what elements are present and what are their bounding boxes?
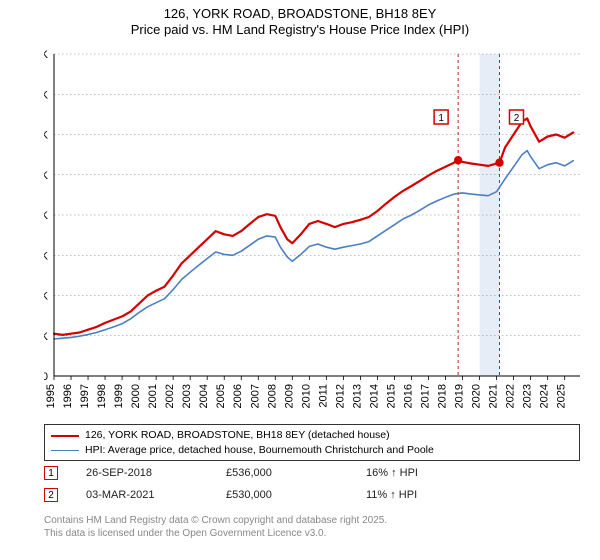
- sale-date: 03-MAR-2021: [86, 489, 226, 501]
- sale-marker-icon: 2: [44, 488, 58, 502]
- legend-row: 126, YORK ROAD, BROADSTONE, BH18 8EY (de…: [51, 428, 573, 443]
- price-chart: 1 2 £0 £100K £200K £300K £400K £500K £600K £700K…: [44, 50, 584, 410]
- title-line-2: Price paid vs. HM Land Registry's House …: [0, 22, 600, 38]
- svg-text:2018: 2018: [437, 384, 449, 408]
- title-line-1: 126, YORK ROAD, BROADSTONE, BH18 8EY: [0, 6, 600, 22]
- svg-text:2017: 2017: [419, 384, 431, 408]
- svg-text:1999: 1999: [113, 384, 125, 408]
- svg-text:2003: 2003: [181, 384, 193, 408]
- svg-text:£0: £0: [44, 371, 48, 383]
- svg-text:2010: 2010: [300, 384, 312, 408]
- svg-text:2011: 2011: [317, 384, 329, 408]
- svg-text:2015: 2015: [385, 384, 397, 408]
- svg-text:2023: 2023: [522, 384, 534, 408]
- sale-row: 2 03-MAR-2021 £530,000 11% ↑ HPI: [44, 484, 580, 506]
- svg-text:2016: 2016: [402, 384, 414, 408]
- svg-text:£600K: £600K: [44, 130, 49, 142]
- svg-text:£500K: £500K: [44, 170, 49, 182]
- sale-marker-icon: 1: [44, 466, 58, 480]
- footer-line: This data is licensed under the Open Gov…: [44, 527, 387, 540]
- footer-attribution: Contains HM Land Registry data © Crown c…: [44, 514, 387, 540]
- svg-text:2008: 2008: [266, 384, 278, 408]
- svg-text:2022: 2022: [505, 384, 517, 408]
- svg-text:2012: 2012: [334, 384, 346, 408]
- sale-row: 1 26-SEP-2018 £536,000 16% ↑ HPI: [44, 462, 580, 484]
- svg-text:2025: 2025: [556, 384, 568, 408]
- svg-text:£400K: £400K: [44, 210, 49, 222]
- sale-price: £530,000: [226, 489, 366, 501]
- svg-text:2009: 2009: [283, 384, 295, 408]
- svg-text:2014: 2014: [368, 384, 380, 408]
- svg-text:1997: 1997: [79, 384, 91, 408]
- sales-table: 1 26-SEP-2018 £536,000 16% ↑ HPI 2 03-MA…: [44, 462, 580, 506]
- svg-text:£700K: £700K: [44, 89, 49, 101]
- svg-text:£300K: £300K: [44, 250, 49, 262]
- svg-text:2024: 2024: [539, 384, 551, 408]
- svg-text:2006: 2006: [232, 384, 244, 408]
- sale-date: 26-SEP-2018: [86, 467, 226, 479]
- sale-pct-vs-hpi: 11% ↑ HPI: [366, 489, 486, 501]
- svg-text:2004: 2004: [198, 384, 210, 408]
- svg-text:1996: 1996: [62, 384, 74, 408]
- svg-text:£100K: £100K: [44, 331, 49, 343]
- svg-text:2019: 2019: [454, 384, 466, 408]
- svg-text:2: 2: [514, 113, 520, 124]
- legend-row: HPI: Average price, detached house, Bour…: [51, 443, 573, 458]
- svg-text:1998: 1998: [96, 384, 108, 408]
- svg-text:2000: 2000: [130, 384, 142, 408]
- legend-swatch: [51, 450, 79, 451]
- legend: 126, YORK ROAD, BROADSTONE, BH18 8EY (de…: [44, 424, 580, 461]
- legend-label: 126, YORK ROAD, BROADSTONE, BH18 8EY (de…: [85, 428, 390, 443]
- footer-line: Contains HM Land Registry data © Crown c…: [44, 514, 387, 527]
- svg-text:2002: 2002: [164, 384, 176, 408]
- svg-text:2001: 2001: [147, 384, 159, 408]
- svg-text:2020: 2020: [471, 384, 483, 408]
- svg-text:2005: 2005: [215, 384, 227, 408]
- sale-pct-vs-hpi: 16% ↑ HPI: [366, 467, 486, 479]
- svg-text:2013: 2013: [351, 384, 363, 408]
- svg-text:1995: 1995: [45, 384, 57, 408]
- svg-text:£800K: £800K: [44, 50, 49, 61]
- svg-text:1: 1: [438, 113, 444, 124]
- sale-price: £536,000: [226, 467, 366, 479]
- legend-swatch: [51, 435, 79, 437]
- chart-title: 126, YORK ROAD, BROADSTONE, BH18 8EY Pri…: [0, 0, 600, 39]
- legend-label: HPI: Average price, detached house, Bour…: [85, 443, 434, 458]
- svg-text:2007: 2007: [249, 384, 261, 408]
- svg-text:£200K: £200K: [44, 291, 49, 303]
- svg-text:2021: 2021: [488, 384, 500, 408]
